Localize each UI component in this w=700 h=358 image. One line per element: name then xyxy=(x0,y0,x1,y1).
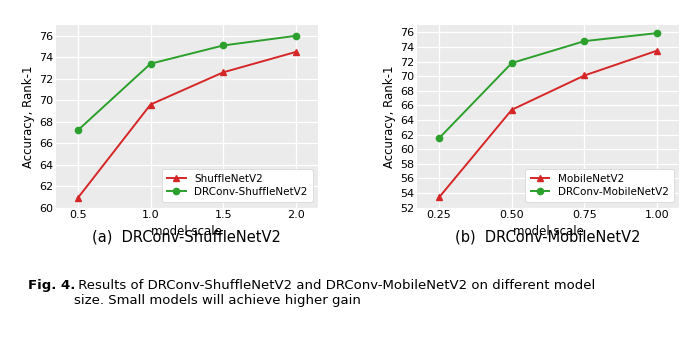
MobileNetV2 xyxy=(508,108,516,112)
Legend: ShuffleNetV2, DRConv-ShuffleNetV2: ShuffleNetV2, DRConv-ShuffleNetV2 xyxy=(162,169,313,202)
DRConv-MobileNetV2 xyxy=(653,31,662,35)
X-axis label: model scale: model scale xyxy=(512,224,584,238)
ShuffleNetV2 xyxy=(74,196,82,200)
DRConv-ShuffleNetV2 xyxy=(292,34,300,38)
ShuffleNetV2 xyxy=(146,102,155,107)
Text: Results of DRConv-ShuffleNetV2 and DRConv-MobileNetV2 on different model
size. S: Results of DRConv-ShuffleNetV2 and DRCon… xyxy=(74,279,595,307)
ShuffleNetV2 xyxy=(219,70,228,74)
MobileNetV2 xyxy=(653,48,662,53)
MobileNetV2 xyxy=(580,73,589,78)
ShuffleNetV2 xyxy=(292,50,300,54)
DRConv-ShuffleNetV2 xyxy=(219,43,228,48)
DRConv-MobileNetV2 xyxy=(508,61,516,65)
DRConv-MobileNetV2 xyxy=(580,39,589,43)
Line: ShuffleNetV2: ShuffleNetV2 xyxy=(75,49,299,201)
X-axis label: model scale: model scale xyxy=(151,224,223,238)
Text: (b)  DRConv-MobileNetV2: (b) DRConv-MobileNetV2 xyxy=(456,229,641,244)
DRConv-MobileNetV2 xyxy=(435,136,443,140)
Text: (a)  DRConv-ShuffleNetV2: (a) DRConv-ShuffleNetV2 xyxy=(92,229,281,244)
MobileNetV2 xyxy=(435,195,443,199)
Line: DRConv-MobileNetV2: DRConv-MobileNetV2 xyxy=(436,30,660,141)
Legend: MobileNetV2, DRConv-MobileNetV2: MobileNetV2, DRConv-MobileNetV2 xyxy=(526,169,674,202)
Y-axis label: Accuracy, Rank-1: Accuracy, Rank-1 xyxy=(383,65,396,168)
DRConv-ShuffleNetV2 xyxy=(74,128,82,132)
Y-axis label: Accuracy, Rank-1: Accuracy, Rank-1 xyxy=(22,65,35,168)
Text: Fig. 4.: Fig. 4. xyxy=(28,279,76,292)
Line: DRConv-ShuffleNetV2: DRConv-ShuffleNetV2 xyxy=(75,33,299,134)
Line: MobileNetV2: MobileNetV2 xyxy=(436,48,660,200)
DRConv-ShuffleNetV2 xyxy=(146,62,155,66)
